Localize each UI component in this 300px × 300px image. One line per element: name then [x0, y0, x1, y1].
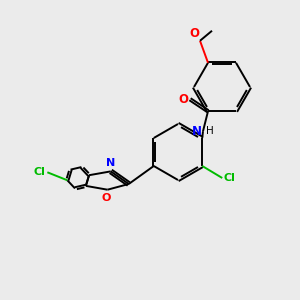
Text: O: O: [189, 27, 199, 40]
Text: Cl: Cl: [223, 173, 235, 183]
Text: N: N: [192, 125, 202, 138]
Text: N: N: [106, 158, 116, 168]
Text: H: H: [206, 126, 214, 136]
Text: O: O: [102, 193, 111, 203]
Text: O: O: [178, 93, 188, 106]
Text: Cl: Cl: [34, 167, 45, 177]
